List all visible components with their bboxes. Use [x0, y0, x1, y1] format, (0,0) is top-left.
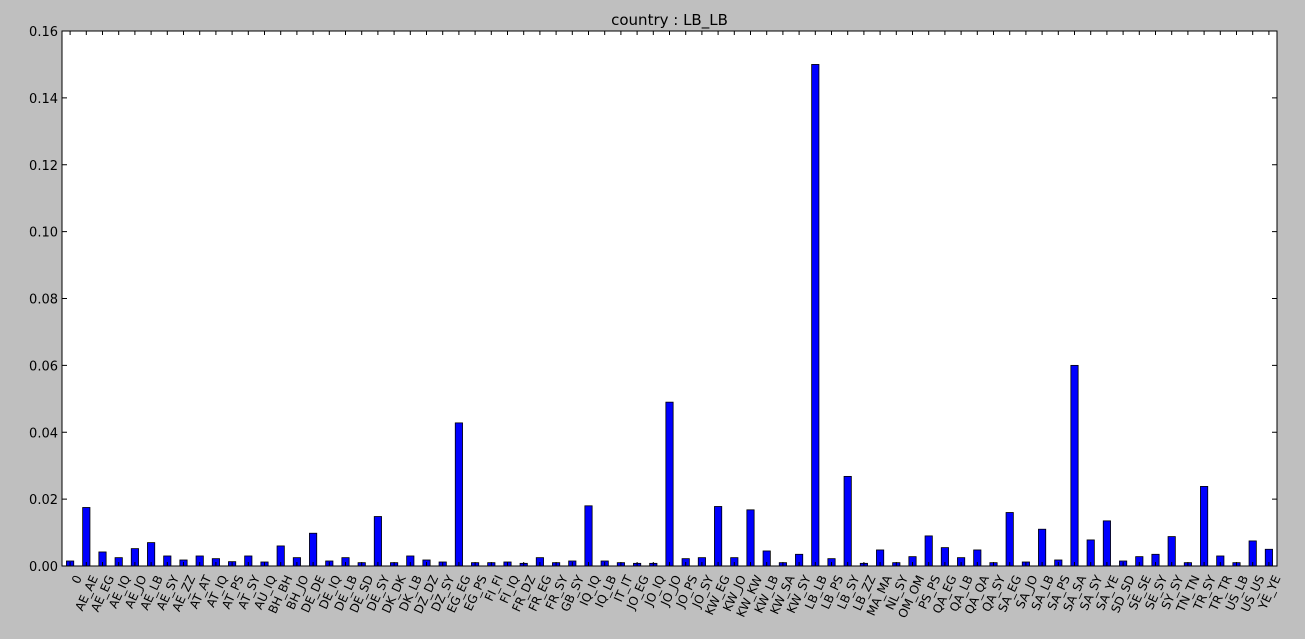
bar-EG_EG: [454, 422, 463, 567]
bar-LB_LB: [811, 64, 820, 567]
bar-JO_JO: [665, 401, 674, 567]
x-axis: 0AE_AEAE_EGAE_IQAE_JOAE_LBAE_SYAE_ZZAT_A…: [69, 31, 1284, 620]
y-axis: 0.00 0.02 0.04 0.06 0.08 0.10 0.12 0.14 0.16: [29, 25, 1277, 575]
y-tick-label: 0.16: [29, 25, 58, 40]
bar-SA_YE: [1102, 520, 1111, 567]
bar-KW_EG: [714, 506, 723, 567]
bar-TR_SY: [1200, 486, 1209, 567]
bar-AE_AE: [82, 507, 91, 567]
bar-IQ_IQ: [584, 505, 593, 567]
bar-SA_EG: [1005, 512, 1014, 567]
bar-LB_SY: [843, 475, 852, 567]
y-tick-label: 0.14: [29, 92, 58, 107]
y-tick-label: 0.12: [29, 159, 58, 174]
bar-SA_LB: [1038, 528, 1047, 567]
bar-SY_SY: [1167, 536, 1176, 567]
y-tick-label: 0.10: [29, 226, 58, 241]
bar-DE_SY: [373, 516, 382, 567]
y-tick-label: 0.00: [29, 560, 58, 575]
y-tick-label: 0.04: [29, 426, 58, 441]
bar-SA_SA: [1070, 364, 1079, 567]
bar-DE_DE: [309, 532, 318, 567]
bar-PS_PS: [924, 535, 933, 567]
y-tick-label: 0.02: [29, 493, 58, 508]
chart-title: country : LB_LB: [611, 11, 728, 30]
y-tick-label: 0.06: [29, 359, 58, 374]
y-tick-label: 0.08: [29, 293, 58, 308]
bar-KW_KW: [746, 509, 755, 567]
